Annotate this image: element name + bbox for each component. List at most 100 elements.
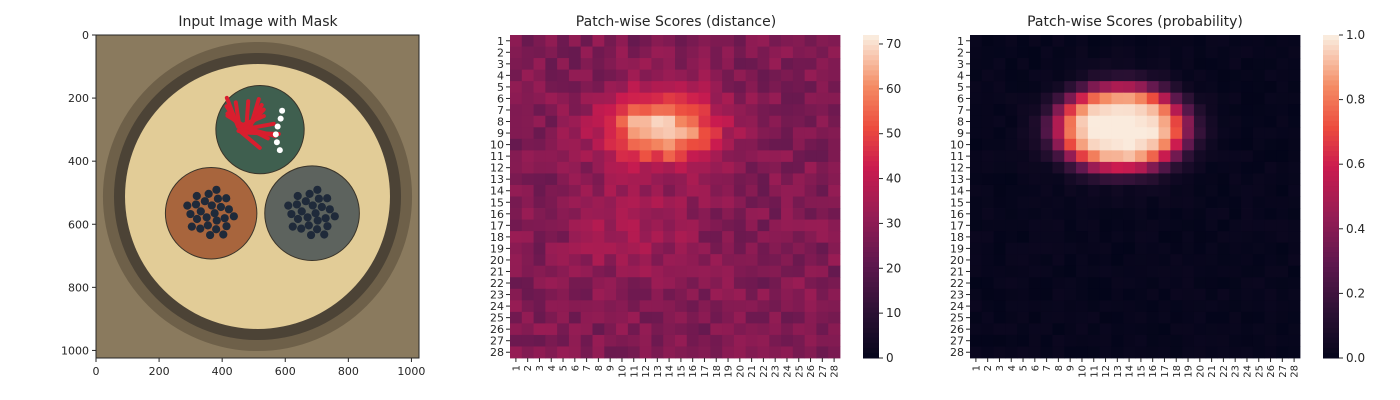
heatmap-cell <box>1241 69 1254 82</box>
heatmap-cell <box>604 334 617 347</box>
heatmap-cell <box>580 184 593 197</box>
x-tick-label: 17 <box>1160 365 1171 378</box>
heatmap-cell <box>1205 334 1218 347</box>
heatmap-cell <box>792 208 806 220</box>
heatmap-cell <box>1217 58 1230 71</box>
colorbar-segment <box>863 110 879 117</box>
heatmap-cell <box>722 184 735 197</box>
heatmap-cell <box>970 184 983 197</box>
heatmap-cell <box>1170 150 1183 163</box>
heatmap-cell <box>686 346 699 359</box>
heatmap-cell <box>1241 323 1254 336</box>
heatmap-cell <box>698 104 711 117</box>
heatmap-cell <box>710 265 723 278</box>
heatmap-cell <box>651 242 664 255</box>
heatmap-cell <box>675 127 688 140</box>
heatmap-cell <box>580 300 593 313</box>
heatmap-cell <box>710 150 723 163</box>
heatmap-cell <box>1111 277 1124 290</box>
heatmap-cell <box>828 104 841 117</box>
heatmap-cell <box>1052 300 1065 313</box>
heatmap-cell <box>1241 277 1254 290</box>
heatmap-cell <box>1252 138 1266 151</box>
heatmap-cell <box>675 196 688 209</box>
x-tick-label: 8 <box>1054 365 1065 371</box>
heatmap-cell <box>580 311 593 324</box>
heatmap-cell <box>1146 323 1159 336</box>
heatmap-cell <box>1040 208 1053 220</box>
heatmap-cell <box>1182 265 1195 278</box>
heatmap-cell <box>792 300 806 313</box>
heatmap-cell <box>1182 277 1195 290</box>
colorbar-segment <box>863 322 879 329</box>
heatmap-cell <box>804 69 817 82</box>
heatmap-cell <box>592 115 605 128</box>
heatmap-cell <box>792 69 806 82</box>
heatmap-cell <box>1241 173 1254 186</box>
wire-strand <box>323 222 332 231</box>
heatmap-cell <box>1135 184 1148 197</box>
x-tick-label: 28 <box>1290 365 1301 378</box>
heatmap-cell <box>1040 104 1053 117</box>
heatmap-cell <box>792 161 806 174</box>
heatmap-cell <box>698 323 711 336</box>
heatmap-cell <box>745 173 758 186</box>
heatmap-cell <box>1241 311 1254 324</box>
heatmap-cell <box>580 196 593 209</box>
heatmap-cell <box>710 277 723 290</box>
y-tick-label: 10 <box>490 139 504 152</box>
colorbar-segment <box>863 287 879 293</box>
heatmap-cell <box>698 231 711 244</box>
heatmap-cell <box>663 300 676 313</box>
heatmap-cell <box>1182 242 1195 255</box>
heatmap-cell <box>639 231 652 244</box>
heatmap-cell <box>733 46 747 59</box>
heatmap-cell <box>545 150 558 163</box>
y-tick-label: 13 <box>950 173 964 186</box>
y-tick-label: 21 <box>950 265 964 278</box>
colorbar-segment <box>1323 120 1339 127</box>
heatmap-cell <box>533 184 546 197</box>
heatmap-cell <box>1264 46 1277 59</box>
heatmap-cell <box>1241 104 1254 117</box>
heatmap-cell <box>545 208 558 220</box>
heatmap-cell <box>970 196 983 209</box>
heatmap-cell <box>568 231 582 244</box>
heatmap-cell <box>675 300 688 313</box>
heatmap-cell <box>1005 58 1018 71</box>
heatmap-cell <box>769 46 782 59</box>
heatmap-cell <box>1205 35 1218 47</box>
heatmap-cell <box>1146 196 1159 209</box>
heatmap-cell <box>604 184 617 197</box>
y-tick-label: 11 <box>950 150 964 163</box>
heatmap-cell <box>686 334 699 347</box>
heatmap-cell <box>1123 81 1136 94</box>
y-tick-label: 200 <box>68 92 89 105</box>
colorbar: 0.00.20.40.60.81.0 <box>1323 28 1365 365</box>
heatmap-cell <box>828 173 841 186</box>
heatmap-cell <box>545 35 558 47</box>
heatmap-cell <box>533 288 546 301</box>
heatmap-cell <box>580 254 593 267</box>
heatmap-cell <box>1182 311 1195 324</box>
heatmap-cell <box>981 196 994 209</box>
heatmap-cell <box>981 254 994 267</box>
heatmap-cell <box>533 323 546 336</box>
colorbar-segment <box>863 236 879 243</box>
heatmap-cell <box>1229 311 1242 324</box>
heatmap-cell <box>769 334 782 347</box>
wire-strand <box>196 224 205 233</box>
heatmap-cell <box>1005 46 1018 59</box>
heatmap-cell <box>1017 231 1030 244</box>
y-tick-label: 1000 <box>61 344 89 357</box>
heatmap-cell <box>1158 323 1171 336</box>
heatmap-cell <box>745 196 758 209</box>
heatmap-cell <box>769 104 782 117</box>
heatmap-cell <box>1017 196 1030 209</box>
y-axis: 1234567891011121314151617181920212223242… <box>950 35 970 359</box>
heatmap-cell <box>1205 242 1218 255</box>
heatmap-cell <box>1135 104 1148 117</box>
colorbar-tick-label: 0.2 <box>1346 286 1365 300</box>
x-tick-label: 12 <box>1101 365 1112 378</box>
heatmap-cell <box>1123 323 1136 336</box>
